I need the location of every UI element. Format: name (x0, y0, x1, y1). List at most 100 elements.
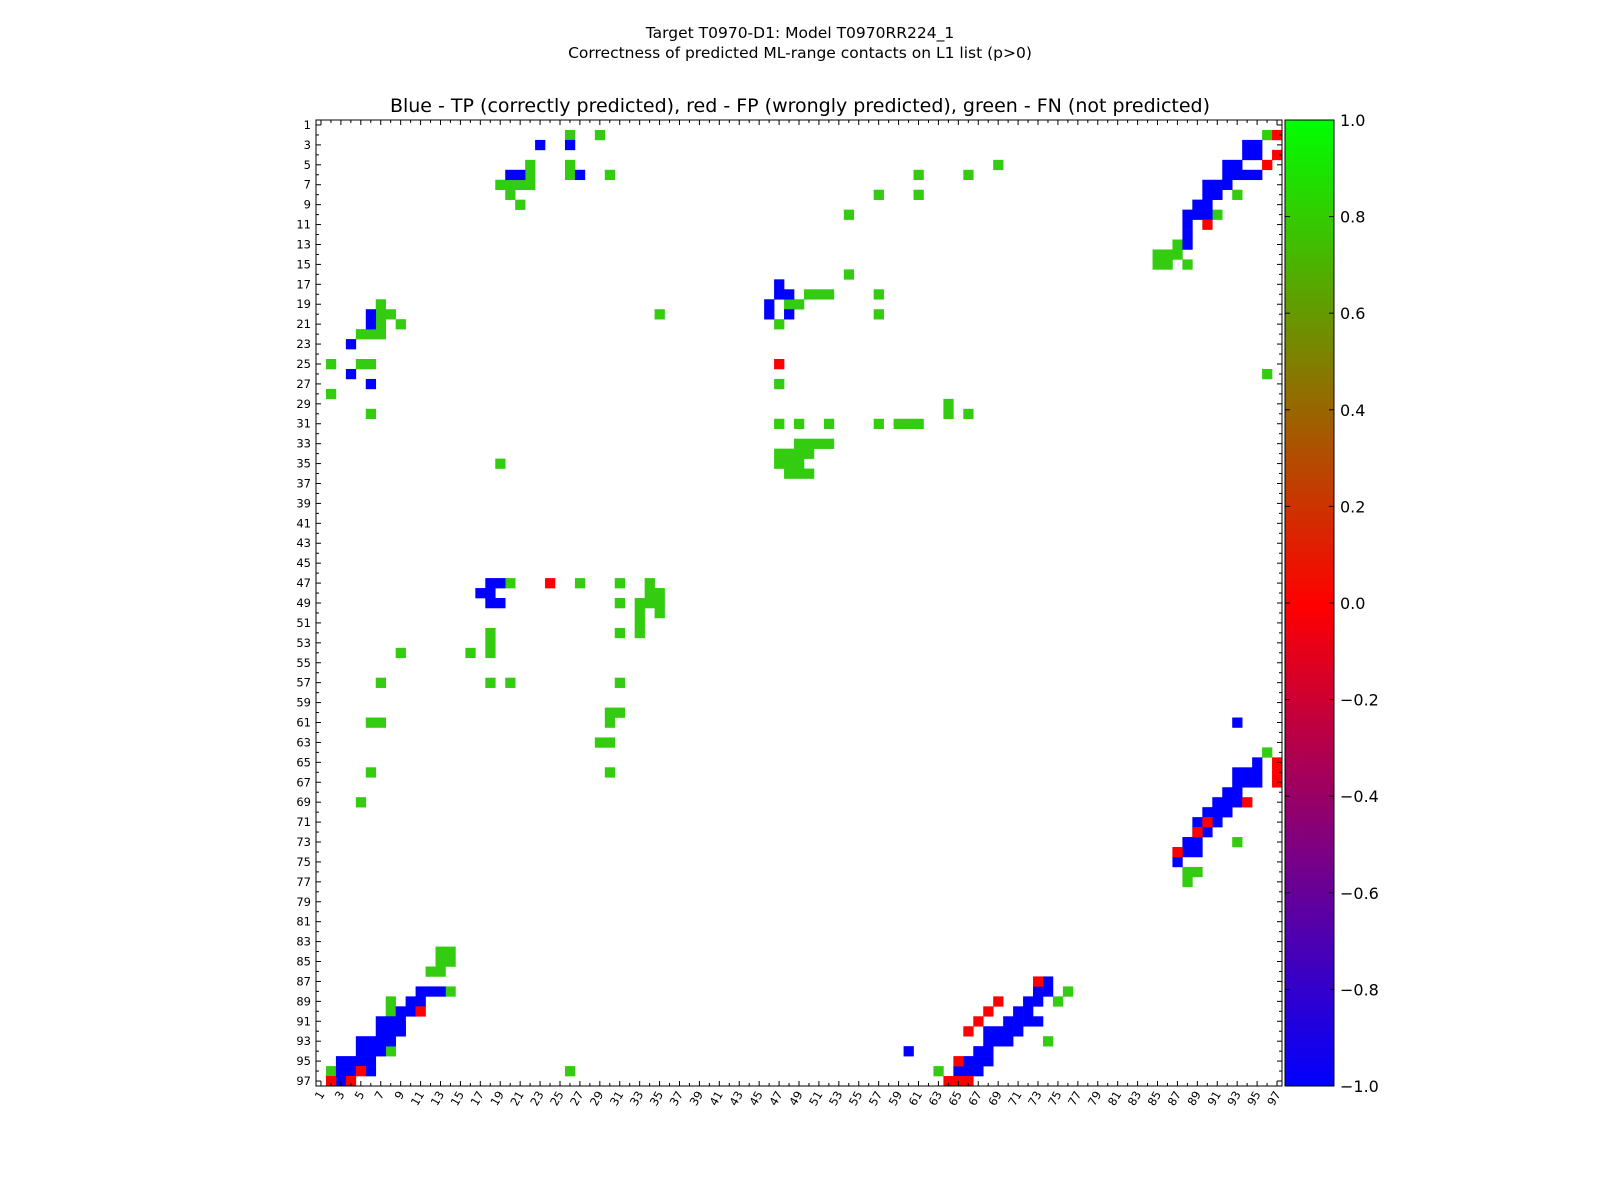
y-tick-label: 25 (296, 357, 311, 371)
fn-cell (774, 458, 785, 469)
tp-cell (1013, 1016, 1024, 1027)
x-tick-label: 97 (1264, 1089, 1283, 1109)
colorbar-tick-label: −0.6 (1340, 884, 1379, 903)
figure-title-line-1: Target T0970-D1: Model T0970RR224_1 (645, 24, 954, 43)
fp-cell (953, 1056, 964, 1067)
fn-cell (435, 946, 446, 957)
x-tick-label: 1 (312, 1089, 328, 1102)
tp-cell (375, 1016, 387, 1027)
fn-cell (1052, 996, 1064, 1007)
fn-cell (355, 797, 367, 808)
tp-cell (355, 1046, 367, 1057)
y-tick-label: 13 (296, 237, 311, 251)
fp-cell (973, 1016, 984, 1027)
y-tick-label: 75 (296, 855, 311, 869)
tp-cell (355, 1056, 367, 1067)
fn-cell (485, 637, 496, 649)
tp-cell (1232, 159, 1243, 171)
x-tick-label: 75 (1045, 1089, 1064, 1109)
fn-cell (385, 309, 396, 320)
tp-cell (365, 378, 377, 390)
tp-cell (993, 1036, 1004, 1047)
fn-cell (1172, 249, 1183, 260)
fn-cell (803, 289, 815, 300)
fn-cell (873, 189, 884, 200)
fn-cell (375, 319, 387, 330)
fn-cell (634, 617, 645, 629)
tp-cell (1003, 1016, 1014, 1027)
fn-cell (913, 169, 924, 181)
tp-cell (784, 309, 795, 320)
fn-cell (604, 737, 616, 748)
x-tick-label: 49 (786, 1089, 805, 1109)
x-axis-tick-labels: 1 3 5 7 9 11 13 15 17 19 21 23 25 27 29 31 33 35 37 39 41 43 4… (312, 1089, 1284, 1109)
tp-cell (1033, 996, 1044, 1007)
fp-cell (1272, 129, 1283, 141)
y-tick-label: 59 (296, 696, 311, 710)
tp-cell (1222, 179, 1233, 191)
fn-cell (843, 269, 855, 280)
tp-cell (405, 996, 416, 1007)
y-tick-label: 95 (296, 1054, 311, 1068)
colorbar-tick-label: 0.2 (1340, 497, 1365, 516)
fn-cell (604, 169, 616, 181)
x-tick-label: 67 (965, 1089, 984, 1109)
fn-cell (913, 189, 924, 200)
x-tick-label: 3 (332, 1089, 348, 1102)
y-tick-label: 57 (296, 676, 311, 690)
fn-cell (843, 209, 855, 220)
y-tick-label: 9 (304, 198, 311, 212)
fp-cell (1202, 219, 1213, 230)
fn-cell (385, 1046, 396, 1057)
tp-cell (1202, 179, 1213, 191)
fn-cell (614, 598, 626, 609)
tp-cell (375, 1026, 387, 1037)
fn-cell (594, 737, 606, 748)
figure-title-line-2: Correctness of predicted ML-range contac… (568, 44, 1032, 62)
fn-cell (963, 169, 974, 181)
tp-cell (1192, 817, 1203, 828)
fp-cell (415, 1006, 426, 1017)
tp-cell (973, 1056, 984, 1067)
tp-cell (764, 309, 775, 320)
fn-cell (644, 578, 655, 589)
y-tick-label: 33 (296, 437, 311, 451)
tp-cell (425, 986, 436, 997)
fn-cell (823, 438, 835, 449)
fn-cell (485, 677, 496, 688)
fn-cell (445, 956, 456, 967)
fn-cell (515, 179, 526, 191)
fn-cell (375, 309, 387, 320)
colorbar-tick-label: 1.0 (1340, 111, 1365, 130)
tp-cell (1242, 169, 1253, 181)
tp-cell (345, 1056, 357, 1067)
fn-cell (1182, 259, 1193, 270)
plot-frame (315, 119, 1283, 1087)
tp-cell (1252, 757, 1263, 768)
x-tick-label: 29 (587, 1089, 606, 1109)
tp-cell (1232, 169, 1243, 181)
x-tick-label: 17 (467, 1089, 486, 1109)
fn-cell (1182, 866, 1193, 878)
tp-cell (1222, 807, 1233, 818)
y-tick-label: 73 (296, 835, 311, 849)
fp-cell (993, 996, 1004, 1007)
fn-cell (425, 966, 436, 977)
x-tick-label: 81 (1105, 1089, 1124, 1109)
x-tick-label: 93 (1224, 1089, 1243, 1109)
tp-cell (375, 1036, 387, 1047)
fn-cell (375, 677, 387, 688)
fn-cell (1232, 189, 1243, 200)
fn-cell (774, 378, 785, 390)
tp-cell (495, 598, 506, 609)
tp-cell (365, 1066, 377, 1077)
fn-cell (325, 1066, 337, 1077)
y-tick-label: 93 (296, 1034, 311, 1048)
tp-cell (1222, 169, 1233, 181)
tp-cell (1182, 239, 1193, 250)
tp-cell (485, 578, 496, 589)
tp-cell (1252, 767, 1263, 778)
fn-cell (933, 1066, 944, 1077)
tp-cell (1212, 179, 1223, 191)
